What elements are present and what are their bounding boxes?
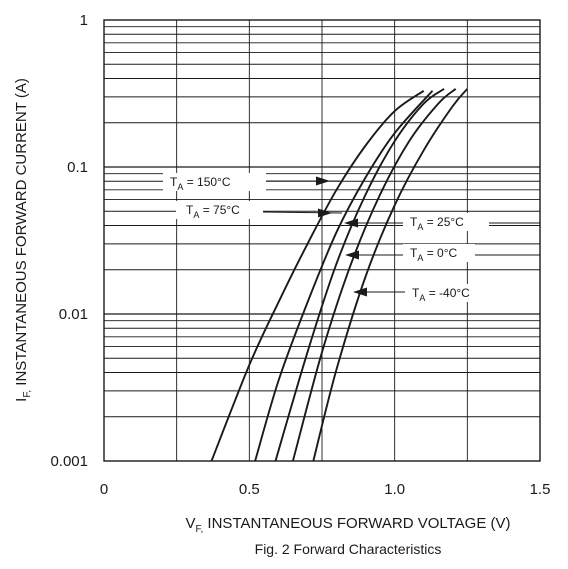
y-tick-label: 1: [80, 12, 88, 29]
series-line-1: [254, 90, 434, 462]
series-line-4: [312, 88, 469, 462]
series-label-3: TA = 0°C: [345, 244, 540, 263]
x-tick-label: 1.0: [384, 481, 405, 498]
arrowhead: [353, 287, 367, 297]
x-tick-labels: 0 0.5 1.0 1.5: [100, 481, 551, 498]
label-backdrop: [403, 244, 475, 262]
y-tick-labels: 0.001 0.01 0.1 1: [50, 12, 88, 470]
series-line-2: [274, 88, 445, 462]
label-backdrop: [403, 213, 489, 231]
x-tick-label: 0.5: [239, 481, 260, 498]
x-tick-label: 0: [100, 481, 108, 498]
label-backdrop: [176, 201, 263, 219]
figure-caption: Fig. 2 Forward Characteristics: [255, 541, 442, 557]
label-backdrop: [405, 284, 485, 302]
series-curves: [210, 88, 469, 462]
series-label-4: TA = -40°C: [353, 284, 485, 303]
series-line-0: [210, 90, 425, 462]
arrowhead: [345, 250, 359, 260]
series-label-0: TA = 150°C: [163, 173, 340, 192]
y-tick-label: 0.001: [50, 453, 88, 470]
y-tick-label: 0.1: [67, 159, 88, 176]
arrowhead: [318, 208, 332, 218]
series-line-3: [291, 88, 457, 462]
series-label-text: TA = 0°C: [410, 246, 458, 263]
y-axis-title: IF, INSTANTANEOUS FORWARD CURRENT (A): [13, 78, 33, 402]
series-annotations: TA = 150°C TA = 75°C TA = 25°C TA = 0°C TA =…: [163, 173, 540, 303]
label-backdrop: [163, 173, 266, 191]
arrowhead: [344, 218, 358, 228]
x-tick-label: 1.5: [530, 481, 551, 498]
series-label-text: TA = 25°C: [410, 215, 464, 232]
x-axis-title: VF, INSTANTANEOUS FORWARD VOLTAGE (V): [185, 515, 510, 535]
series-label-2: TA = 25°C: [344, 213, 540, 232]
series-label-1: TA = 75°C: [176, 201, 343, 220]
series-label-text: TA = -40°C: [412, 286, 470, 303]
arrowhead: [316, 176, 330, 186]
grid: [104, 20, 540, 461]
series-label-text: TA = 75°C: [186, 203, 240, 220]
plot-frame: [103, 19, 541, 462]
y-tick-label: 0.01: [59, 306, 88, 323]
series-label-text: TA = 150°C: [170, 175, 231, 192]
